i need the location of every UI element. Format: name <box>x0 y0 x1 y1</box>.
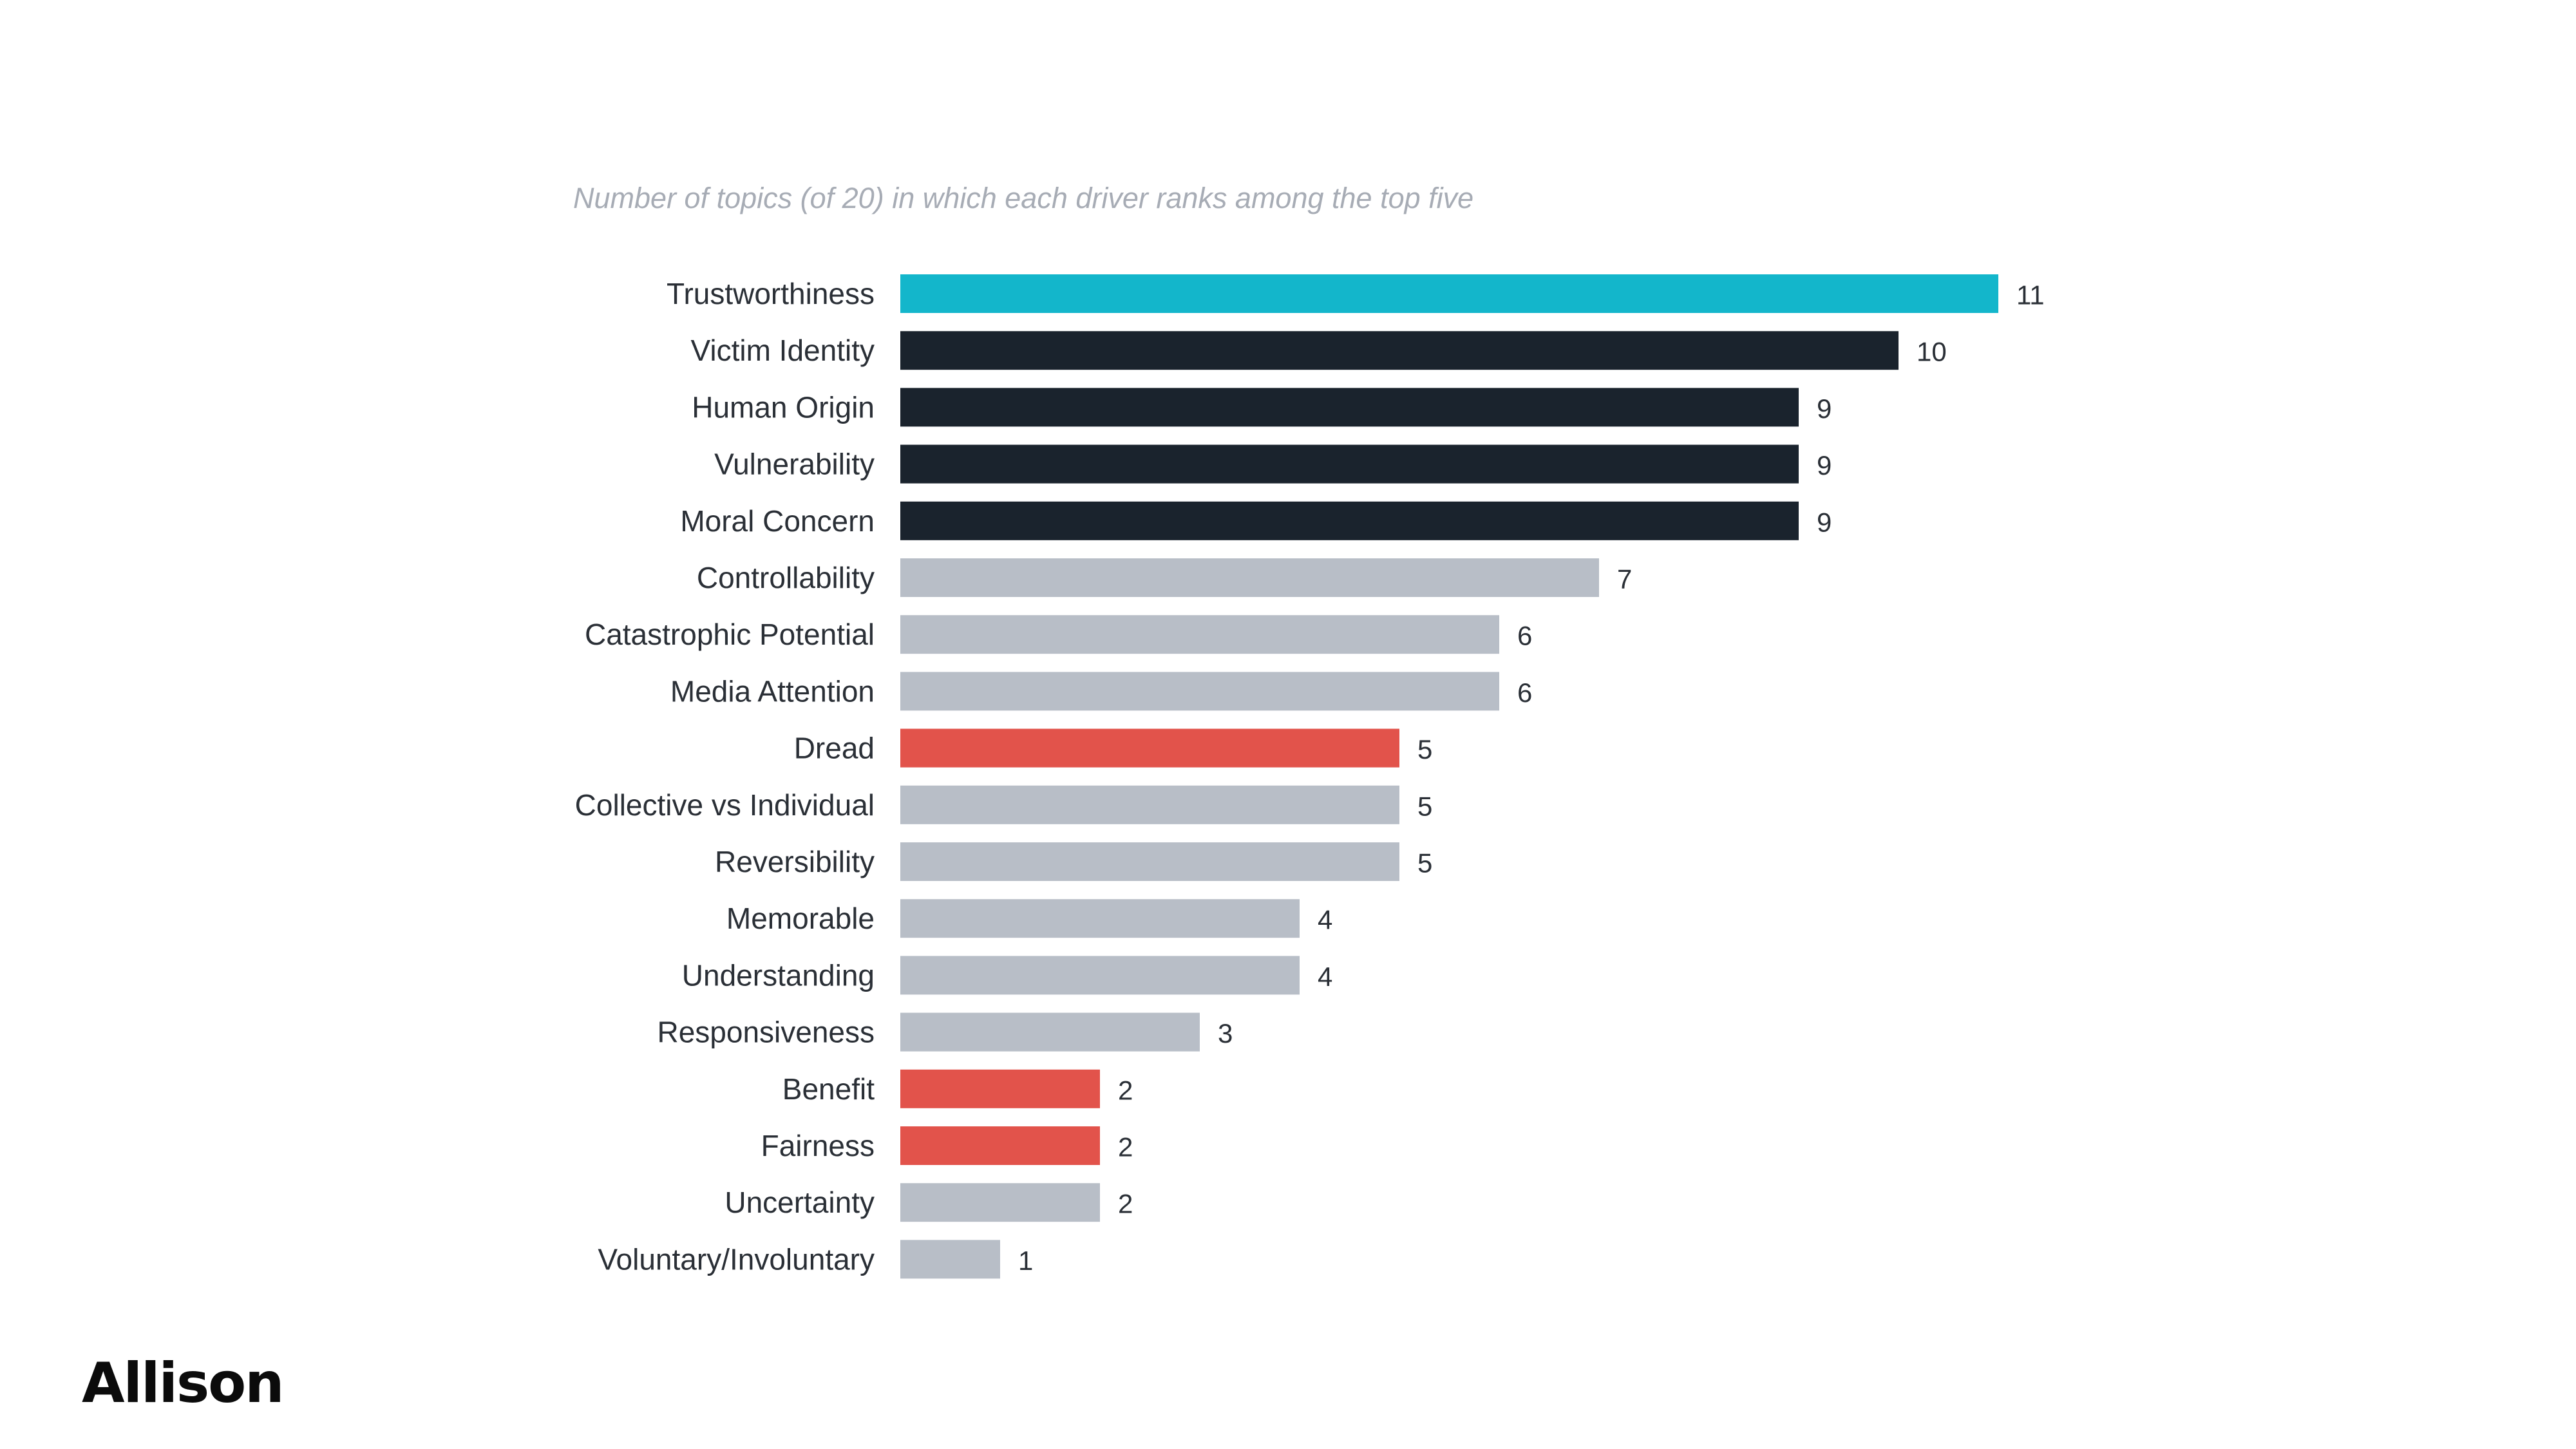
bar-benefit <box>900 1069 1100 1108</box>
bar-human-origin <box>900 388 1799 427</box>
bar-fairness <box>900 1126 1100 1165</box>
bar-controllability <box>900 558 1599 597</box>
category-label-vulnerability: Vulnerability <box>714 448 875 481</box>
value-label-fairness: 2 <box>1118 1132 1133 1162</box>
chart-subtitle: Number of topics (of 20) in which each d… <box>573 182 1474 214</box>
value-label-trustworthiness: 11 <box>2016 280 2045 310</box>
value-label-voluntary-involuntary: 1 <box>1018 1245 1033 1276</box>
bar-memorable <box>900 899 1300 938</box>
category-label-controllability: Controllability <box>697 561 875 594</box>
value-label-dread: 5 <box>1417 734 1432 764</box>
value-label-human-origin: 9 <box>1817 393 1832 424</box>
category-label-understanding: Understanding <box>682 958 875 992</box>
category-label-dread: Dread <box>794 732 875 765</box>
category-label-benefit: Benefit <box>782 1072 875 1106</box>
brand-logo: Allison <box>82 1351 284 1416</box>
category-label-victim-identity: Victim Identity <box>691 334 875 367</box>
category-label-reversibility: Reversibility <box>715 845 875 878</box>
category-label-media-attention: Media Attention <box>670 674 875 708</box>
value-label-responsiveness: 3 <box>1218 1018 1233 1048</box>
bar-dread <box>900 728 1399 768</box>
bar-reversibility <box>900 842 1399 881</box>
bar-trustworthiness <box>900 274 1998 313</box>
bar-voluntary-involuntary <box>900 1240 1000 1279</box>
category-label-uncertainty: Uncertainty <box>724 1186 875 1219</box>
value-label-understanding: 4 <box>1318 961 1332 992</box>
value-label-benefit: 2 <box>1118 1075 1133 1105</box>
value-label-catastrophic-potential: 6 <box>1517 621 1532 651</box>
value-label-memorable: 4 <box>1318 905 1332 935</box>
value-label-controllability: 7 <box>1617 564 1632 594</box>
bar-catastrophic-potential <box>900 615 1499 654</box>
value-label-vulnerability: 9 <box>1817 450 1832 480</box>
category-label-catastrophic-potential: Catastrophic Potential <box>585 618 875 651</box>
category-label-human-origin: Human Origin <box>692 390 875 424</box>
bar-collective-vs-individual <box>900 785 1399 824</box>
category-label-moral-concern: Moral Concern <box>680 504 875 538</box>
bar-understanding <box>900 956 1300 995</box>
value-label-collective-vs-individual: 5 <box>1417 791 1432 821</box>
category-label-memorable: Memorable <box>726 902 875 935</box>
bar-uncertainty <box>900 1183 1100 1222</box>
category-label-responsiveness: Responsiveness <box>657 1016 875 1049</box>
category-label-fairness: Fairness <box>761 1129 875 1162</box>
value-label-moral-concern: 9 <box>1817 507 1832 537</box>
category-label-trustworthiness: Trustworthiness <box>667 277 875 310</box>
bar-moral-concern <box>900 501 1799 540</box>
value-label-reversibility: 5 <box>1417 848 1432 878</box>
category-label-voluntary-involuntary: Voluntary/Involuntary <box>598 1242 875 1276</box>
category-label-collective-vs-individual: Collective vs Individual <box>575 788 875 822</box>
bar-responsiveness <box>900 1012 1200 1052</box>
value-label-uncertainty: 2 <box>1118 1189 1133 1219</box>
bar-media-attention <box>900 672 1499 711</box>
bar-vulnerability <box>900 444 1799 484</box>
bar-victim-identity <box>900 331 1899 370</box>
value-label-media-attention: 6 <box>1517 677 1532 708</box>
value-label-victim-identity: 10 <box>1917 337 1947 367</box>
